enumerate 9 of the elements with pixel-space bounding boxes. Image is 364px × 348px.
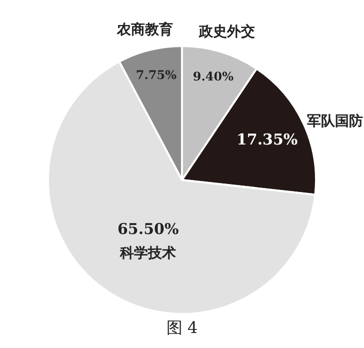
slice-label: 科学技术 bbox=[119, 246, 176, 262]
data-label: 7.75% bbox=[136, 68, 178, 82]
data-label: 65.50% bbox=[117, 220, 179, 238]
slice-label: 军队国防 bbox=[307, 112, 364, 130]
slice-label: 政史外交 bbox=[198, 23, 255, 40]
caption: 图 4 bbox=[165, 318, 199, 339]
data-label: 9.40% bbox=[192, 70, 234, 84]
slice-label: 农商教育 bbox=[116, 21, 173, 38]
data-label: 17.35% bbox=[236, 130, 298, 148]
